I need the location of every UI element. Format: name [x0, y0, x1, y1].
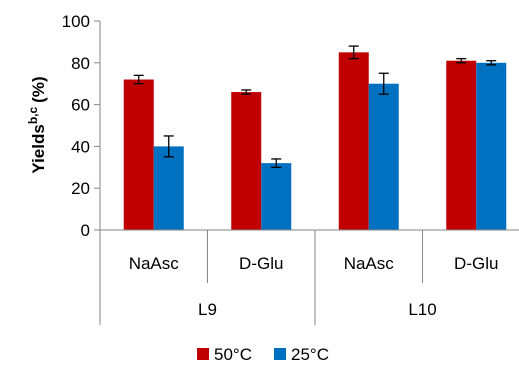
- bar-50c: [123, 79, 154, 231]
- bar-25c: [261, 163, 292, 230]
- x-group-label: L10: [408, 300, 436, 319]
- x-category-label: NaAsc: [344, 254, 395, 273]
- bar-25c: [153, 146, 184, 230]
- legend-label: 50°C: [214, 345, 252, 364]
- y-tick-label: 20: [71, 179, 90, 198]
- y-tick-label: 100: [62, 12, 90, 31]
- bar-25c: [368, 83, 399, 230]
- y-axis: 0 20 40 60 80 100: [62, 12, 101, 240]
- x-axis: NaAsc D-Glu NaAsc D-Glu L9 L10: [99, 229, 519, 325]
- bar-50c: [231, 92, 262, 230]
- y-axis-title: Yieldsb,c(%): [26, 76, 48, 173]
- x-category-label: D-Glu: [454, 254, 498, 273]
- y-tick-label: 0: [81, 221, 90, 240]
- y-tick-label: 80: [71, 54, 90, 73]
- legend-swatch: [197, 348, 209, 360]
- bar-50c: [446, 60, 477, 231]
- bar-25c: [476, 62, 507, 230]
- x-category-label: D-Glu: [239, 254, 283, 273]
- legend-swatch: [274, 348, 286, 360]
- y-tick-label: 60: [71, 96, 90, 115]
- y-tick-label: 40: [71, 137, 90, 156]
- legend-label: 25°C: [291, 345, 329, 364]
- bar-50c: [338, 52, 369, 230]
- x-group-label: L9: [198, 300, 217, 319]
- bar-series: [123, 45, 507, 231]
- x-category-label: NaAsc: [129, 254, 180, 273]
- legend: 50°C 25°C: [197, 345, 329, 364]
